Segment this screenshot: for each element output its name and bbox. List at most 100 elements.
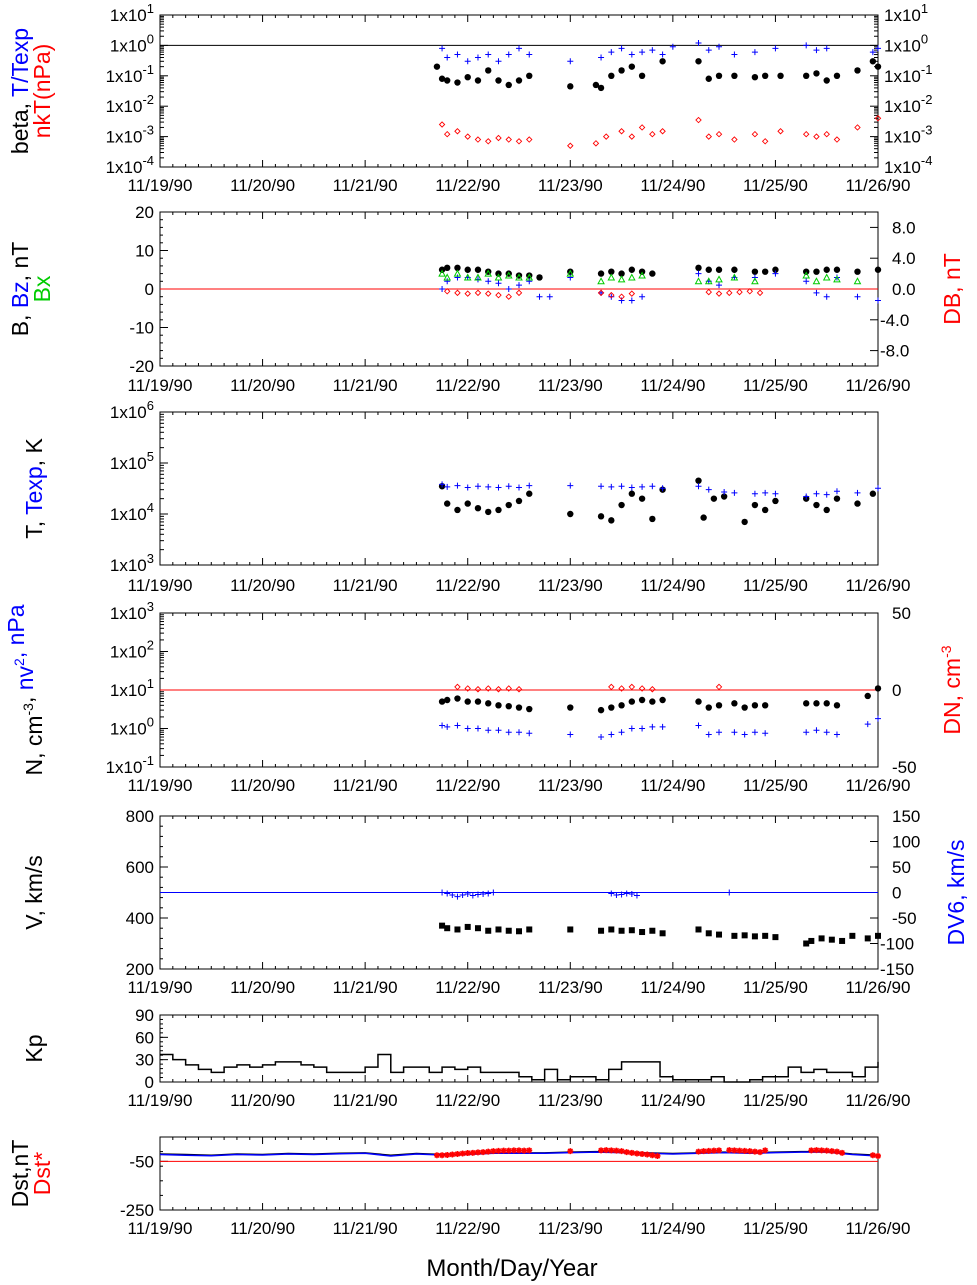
data-point (813, 70, 820, 77)
data-point (695, 483, 702, 490)
data-point (567, 510, 574, 518)
data-point (649, 47, 656, 54)
data-point (813, 1147, 820, 1154)
y-tick-label-right: 1x10-4 (884, 153, 932, 177)
data-point (772, 934, 779, 941)
data-point (823, 700, 830, 707)
y-tick-label: 10 (135, 242, 154, 261)
data-point (608, 704, 615, 711)
data-point (875, 932, 881, 939)
data-point (515, 497, 523, 505)
x-tick-label: 11/23/90 (538, 576, 603, 595)
data-point (751, 501, 759, 509)
y-tick-label: 1x104 (110, 500, 154, 524)
data-point (731, 932, 738, 939)
data-point (469, 892, 476, 899)
data-point (659, 51, 666, 58)
data-point (649, 685, 656, 693)
data-point (628, 484, 635, 491)
data-point (726, 889, 733, 896)
data-point (833, 275, 841, 283)
data-point (751, 490, 758, 497)
y-tick-label: 1x10-2 (106, 92, 154, 116)
data-point (649, 1152, 656, 1159)
data-point (649, 515, 656, 523)
data-point (505, 286, 512, 292)
data-point (521, 1147, 528, 1154)
right-axis-label: DV6, km/s (943, 839, 969, 945)
x-tick-label: 11/22/90 (435, 576, 500, 595)
data-point (515, 704, 523, 711)
data-point (567, 704, 574, 711)
data-point (618, 270, 625, 277)
data-point (526, 1147, 533, 1154)
data-point (439, 922, 446, 929)
data-point (608, 1147, 615, 1154)
x-tick-label: 11/26/90 (846, 576, 911, 595)
data-point (751, 729, 758, 736)
y-tick-label: 1x101 (110, 676, 154, 700)
x-axis-title: Month/Day/Year (426, 1255, 597, 1282)
data-point (813, 700, 820, 707)
data-point (485, 67, 492, 74)
x-tick-label: 11/26/90 (846, 1091, 911, 1110)
data-point (659, 485, 666, 492)
data-point (710, 495, 718, 502)
x-tick-label: 11/26/90 (846, 176, 911, 195)
data-point (567, 926, 574, 933)
right-axis-label: DN, cm-3 (938, 645, 965, 734)
data-point (751, 702, 759, 709)
data-point (695, 264, 702, 272)
data-point (628, 490, 636, 497)
data-point (474, 54, 481, 61)
data-point (454, 51, 461, 58)
x-tick-label: 11/21/90 (333, 176, 398, 195)
data-point (613, 892, 620, 899)
data-point (608, 683, 615, 691)
data-point (484, 269, 493, 277)
y-tick-label: 0 (145, 280, 154, 299)
data-point (597, 513, 605, 520)
data-point (695, 1148, 702, 1155)
data-point (854, 67, 861, 74)
data-point (618, 293, 625, 300)
y-tick-label-right: -4.0 (880, 311, 909, 330)
data-point (822, 273, 831, 281)
y-tick-label: -10 (129, 319, 154, 338)
data-point (628, 725, 635, 732)
data-point (853, 277, 862, 285)
data-point (803, 72, 810, 80)
data-point (628, 51, 635, 58)
data-point (731, 729, 738, 736)
data-point (813, 490, 820, 497)
data-point (762, 932, 769, 939)
data-point (716, 729, 723, 736)
data-point (444, 890, 451, 897)
data-point (762, 730, 769, 737)
data-point (812, 277, 821, 285)
data-point (875, 1152, 881, 1159)
x-tick-label: 11/20/90 (230, 978, 295, 997)
x-tick-label: 11/20/90 (230, 376, 295, 395)
data-point (659, 930, 666, 937)
data-point (474, 504, 482, 512)
data-point (464, 290, 471, 297)
y-tick-label-right: 50 (892, 604, 911, 623)
data-point (516, 282, 522, 289)
data-point (444, 925, 451, 932)
data-point (639, 483, 646, 490)
data-point (854, 268, 861, 275)
data-point (592, 140, 600, 147)
y-axis-label: Kp (21, 1034, 47, 1062)
data-point (695, 722, 702, 729)
x-tick-label: 11/20/90 (230, 1219, 295, 1238)
data-point (598, 1147, 605, 1154)
data-point (803, 493, 810, 500)
data-point (449, 892, 456, 899)
y-tick-label: 1x100 (110, 31, 154, 55)
data-point (628, 266, 636, 273)
data-point (536, 274, 543, 281)
data-point (505, 293, 512, 300)
y-axis-label: T, Texp, K (21, 438, 47, 539)
data-point (639, 725, 646, 732)
